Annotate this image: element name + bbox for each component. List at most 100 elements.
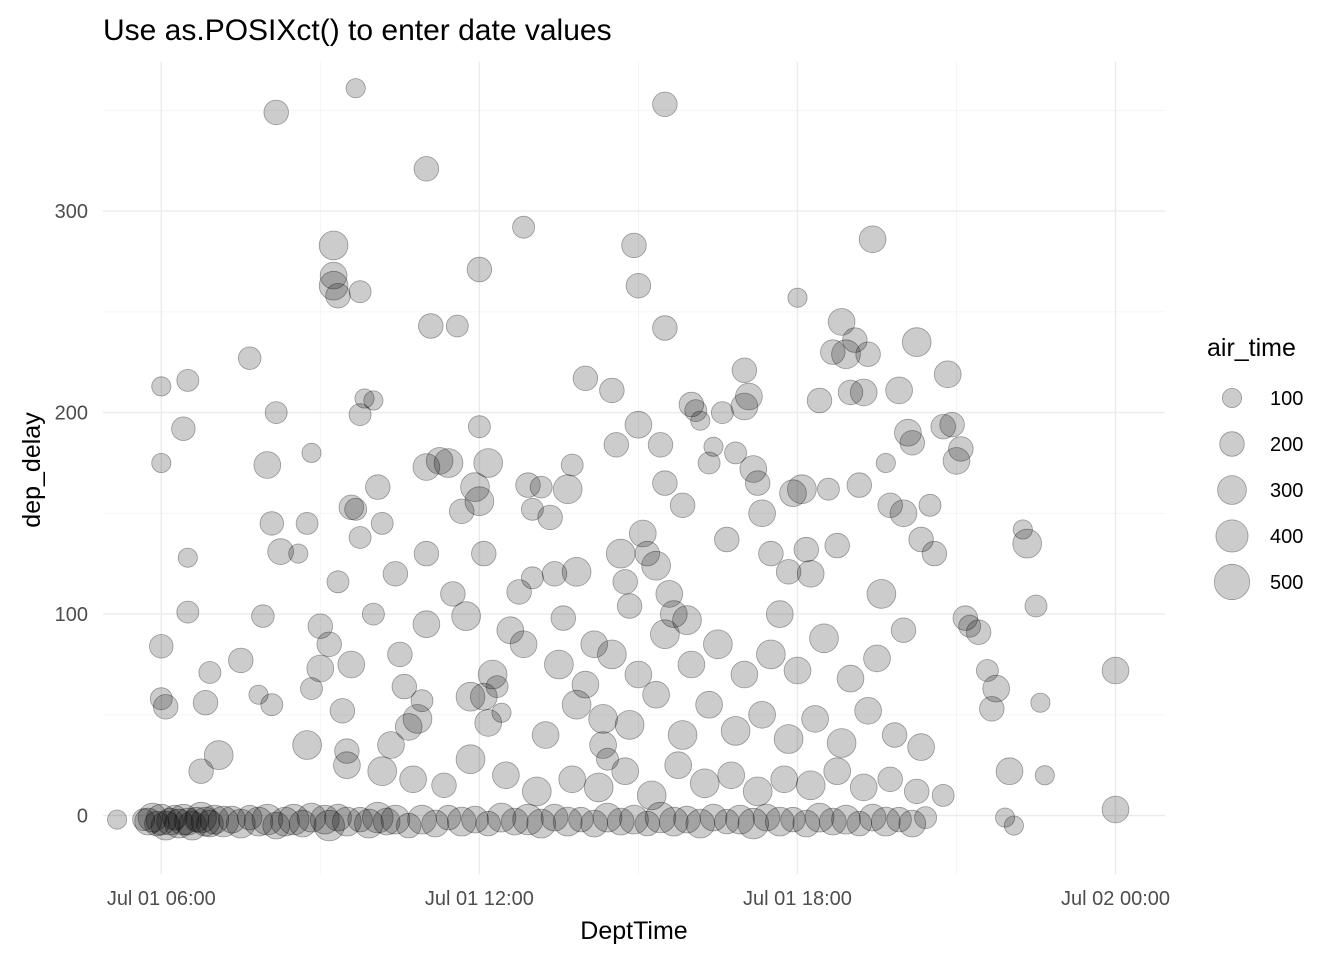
data-point [412, 610, 441, 638]
data-point [818, 807, 847, 836]
x-tick-label: Jul 01 18:00 [743, 888, 852, 910]
data-point [394, 713, 423, 741]
y-tick-label: 0 [77, 806, 88, 828]
data-point [866, 579, 897, 609]
data-point [391, 673, 418, 700]
data-point [347, 806, 373, 833]
data-point [849, 773, 878, 802]
data-point [196, 809, 224, 838]
data-point [413, 156, 440, 182]
data-point [652, 315, 678, 341]
data-point [319, 261, 348, 290]
data-point [933, 360, 962, 389]
data-point [203, 740, 234, 770]
data-point [703, 436, 724, 457]
data-point [243, 806, 274, 837]
data-point [678, 391, 705, 418]
data-point [301, 442, 322, 463]
data-point [500, 807, 529, 836]
data-point [348, 526, 372, 549]
data-point [236, 804, 263, 831]
data-point [471, 540, 497, 567]
data-point [1034, 765, 1055, 786]
data-point [512, 215, 535, 239]
data-point [306, 654, 335, 683]
data-point [714, 526, 740, 553]
data-point [300, 677, 323, 700]
data-point [190, 806, 221, 837]
data-point [455, 744, 486, 774]
size-legend: air_time 100 200 300 400 500 [1207, 334, 1303, 601]
data-point [748, 499, 776, 528]
data-point [606, 807, 635, 836]
data-point [251, 803, 283, 836]
data-point [597, 639, 627, 670]
data-point [295, 512, 319, 535]
minor-gridlines [103, 62, 1165, 874]
data-point [684, 399, 708, 423]
data-point [858, 225, 887, 254]
data-point [952, 605, 979, 631]
data-point [634, 810, 661, 837]
data-point [164, 808, 194, 839]
data-point [318, 230, 349, 261]
data-point [354, 388, 375, 409]
data-point [725, 804, 755, 835]
data-point [185, 801, 217, 834]
data-point [580, 630, 608, 659]
data-point [491, 702, 512, 723]
data-point [167, 803, 200, 836]
data-point [176, 368, 200, 392]
data-point [418, 313, 444, 339]
data-point [628, 519, 657, 548]
legend-label: 200 [1270, 434, 1303, 456]
data-point [737, 807, 770, 840]
data-point [650, 619, 680, 649]
data-point [199, 804, 230, 835]
data-point [589, 731, 617, 759]
data-point [473, 448, 504, 478]
data-point [714, 808, 740, 835]
data-point [787, 287, 808, 308]
data-point [410, 689, 434, 713]
data-point [474, 709, 503, 737]
data-point [226, 808, 256, 839]
data-point [469, 682, 498, 711]
data-point [1101, 795, 1130, 824]
data-point [695, 690, 723, 719]
data-point [171, 416, 196, 441]
data-point [870, 806, 901, 837]
data-point [611, 757, 639, 785]
data-point [863, 644, 891, 673]
data-point [387, 641, 413, 668]
legend-key [1213, 563, 1251, 601]
data-point [150, 810, 181, 841]
data-point [806, 387, 833, 414]
major-gridlines [103, 62, 1165, 874]
data-point [561, 556, 592, 587]
data-point [605, 538, 636, 569]
data-point [773, 724, 804, 754]
data-point [647, 432, 674, 458]
data-point [939, 412, 965, 438]
data-point [659, 600, 688, 628]
data-point [655, 580, 684, 608]
data-point [363, 390, 384, 411]
data-point [334, 738, 360, 764]
legend-key [1217, 475, 1247, 505]
data-point [421, 809, 450, 838]
data-point [652, 91, 678, 118]
data-point [730, 660, 759, 689]
data-point [667, 720, 698, 750]
data-point [720, 716, 751, 746]
data-point [550, 605, 577, 631]
data-point [228, 647, 254, 674]
data-point [460, 472, 490, 502]
legend-items: 100 200 300 400 500 [1213, 387, 1303, 601]
data-point [161, 804, 188, 831]
legend-key [1222, 387, 1243, 408]
data-point [612, 569, 638, 595]
y-tick-label: 100 [55, 604, 88, 626]
data-point [849, 378, 878, 407]
